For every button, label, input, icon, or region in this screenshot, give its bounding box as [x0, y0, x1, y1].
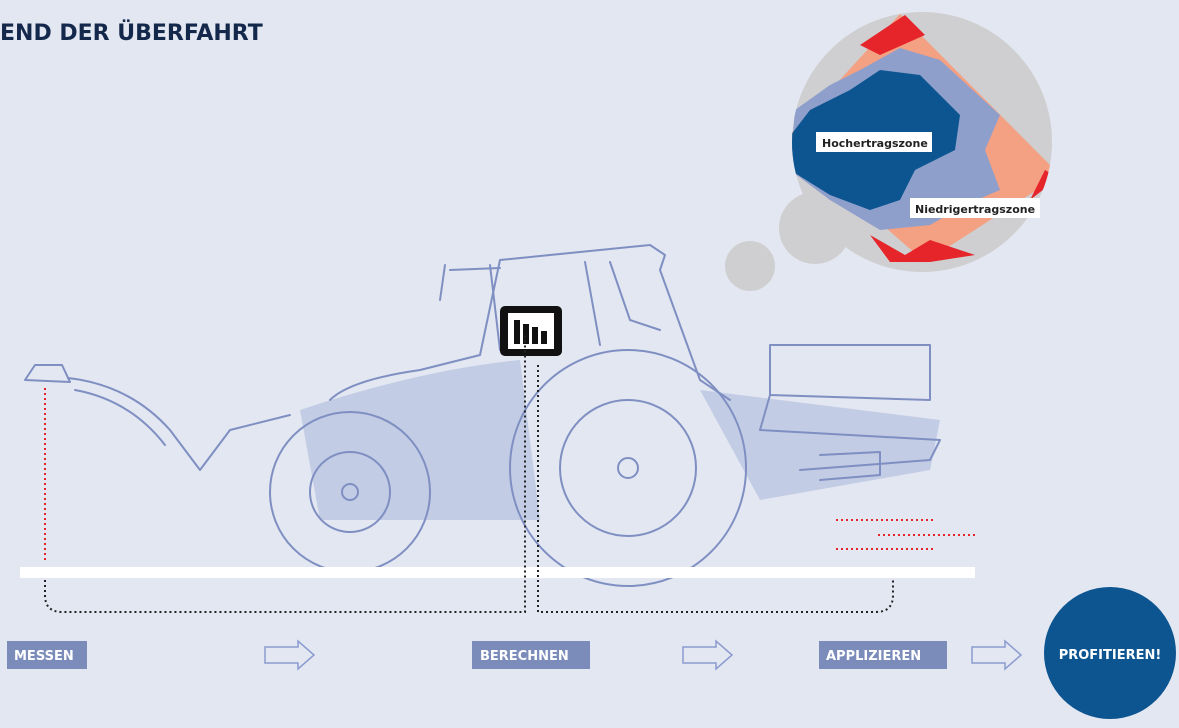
- diagram: END DER ÜBERFAHRT Hochertragszone Niedri…: [0, 0, 1179, 728]
- step-label: MESSEN: [14, 649, 74, 664]
- title: END DER ÜBERFAHRT: [0, 20, 263, 46]
- zone-label: Niedrigertragszone: [915, 203, 1035, 216]
- step-label: PROFITIEREN!: [1059, 648, 1162, 663]
- ground: [20, 567, 975, 578]
- terminal-icon: [500, 306, 562, 356]
- step-label: APPLIZIEREN: [826, 649, 921, 664]
- zone-label: Hochertragszone: [822, 137, 928, 150]
- step-label: BERECHNEN: [480, 649, 569, 664]
